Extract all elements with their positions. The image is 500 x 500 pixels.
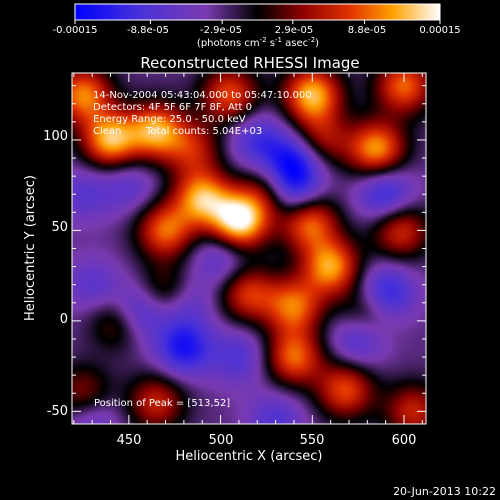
colorbar-ticks — [74, 20, 441, 24]
colorbar-tick-label: 0.00015 — [419, 25, 460, 36]
annotation-energy: Energy Range: 25.0 - 50.0 keV — [93, 114, 246, 125]
annotation-peak: Position of Peak = [513,52] — [94, 398, 230, 409]
x-tick-label: 600 — [392, 433, 417, 448]
y-tick-label: 50 — [51, 220, 68, 235]
x-tick-label: 450 — [117, 433, 142, 448]
annotation-counts: Total counts: 5.04E+03 — [145, 126, 262, 137]
colorbar-unit-label: (photons cm-2 s-1 asec-2) — [197, 36, 319, 49]
axis-ticks — [72, 73, 426, 424]
heatmap-image — [72, 73, 426, 424]
x-tick-label: 500 — [209, 433, 234, 448]
colorbar-tick-label: -8.8e-05 — [127, 25, 169, 36]
colorbar-tick-label: 2.9e-05 — [275, 25, 313, 36]
y-tick-label: 0 — [60, 312, 68, 327]
colorbar-tick-label: 8.8e-05 — [348, 25, 386, 36]
y-tick-label: 100 — [43, 129, 68, 144]
annotation-detectors: Detectors: 4F 5F 6F 7F 8F, Att 0 — [93, 102, 252, 113]
annotation-time-range: 14-Nov-2004 05:43:04.000 to 05:47:10.000 — [93, 90, 312, 101]
annotation-algorithm: Clean — [93, 126, 121, 137]
x-axis-label: Heliocentric X (arcsec) — [176, 449, 323, 464]
colorbar — [74, 3, 441, 21]
footer-date: 20-Jun-2013 10:22 — [393, 485, 496, 498]
x-tick-label: 550 — [300, 433, 325, 448]
chart-title: Reconstructed RHESSI Image — [140, 54, 359, 72]
colorbar-tick-label: -2.9e-05 — [200, 25, 242, 36]
y-axis-label: Heliocentric Y (arcsec) — [23, 175, 38, 321]
colorbar-tick-label: -0.00015 — [53, 25, 98, 36]
y-tick-label: -50 — [47, 404, 68, 419]
